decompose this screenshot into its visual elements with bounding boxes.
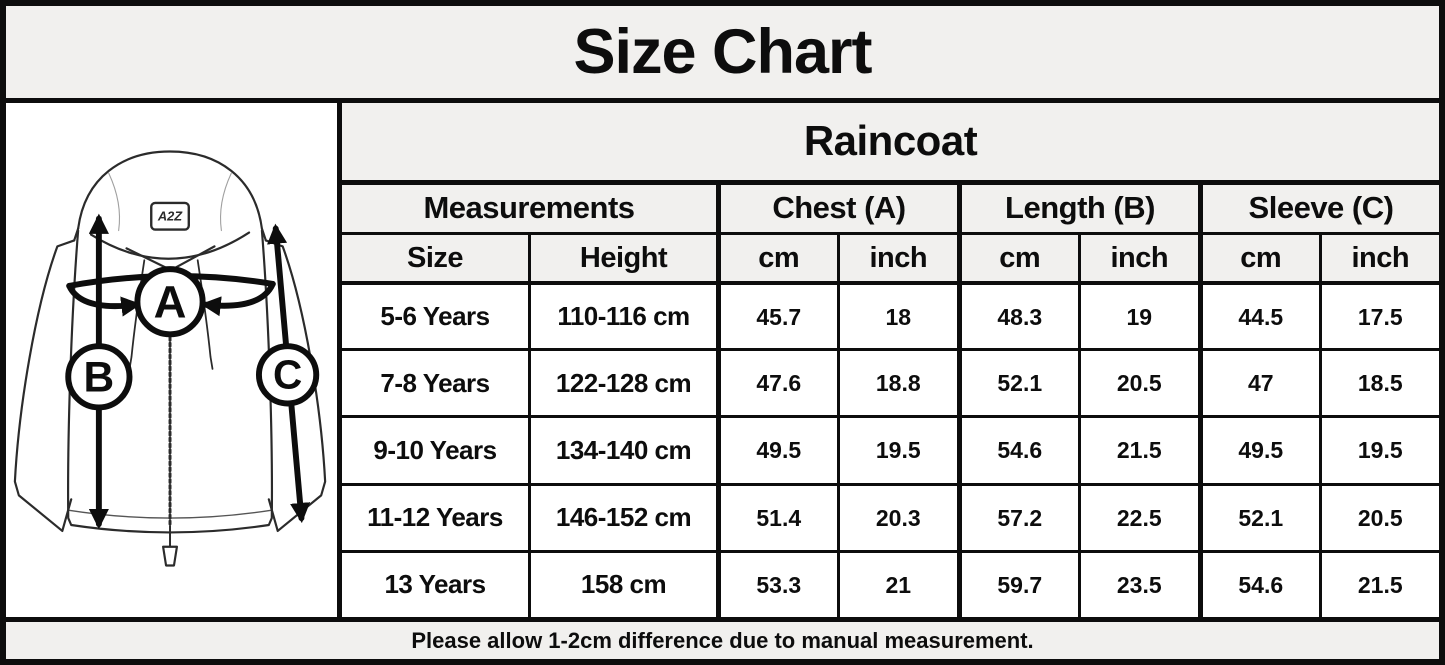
col-header-chest-inch: inch <box>836 232 957 281</box>
table-cell: 47.6 <box>716 348 837 416</box>
table-cell: 49.5 <box>716 415 837 483</box>
table-cell: 5-6 Years <box>342 281 528 349</box>
table-cell: 47 <box>1198 348 1319 416</box>
marker-b-circle <box>65 343 133 411</box>
chest-arrow-left <box>66 282 142 317</box>
footer-note: Please allow 1-2cm difference due to man… <box>411 627 1034 653</box>
table-cell: 19.5 <box>836 415 957 483</box>
table-cell: 44.5 <box>1198 281 1319 349</box>
raincoat-diagram-panel: A2Z A B C <box>6 103 342 617</box>
table-cell: 21.5 <box>1077 415 1198 483</box>
table-cell: 48.3 <box>957 281 1078 349</box>
table-cell: 54.6 <box>1198 549 1319 617</box>
table-cell: 110-116 cm <box>528 281 716 349</box>
product-header: Raincoat <box>342 103 1439 180</box>
col-group-chest: Chest (A) <box>716 180 957 232</box>
table-cell: 13 Years <box>342 549 528 617</box>
marker-c-label: C <box>273 352 302 398</box>
content-area: A2Z A B C <box>6 103 1439 617</box>
marker-b-label: B <box>84 355 115 402</box>
table-cell: 17.5 <box>1318 281 1439 349</box>
raincoat-diagram: A2Z A B C <box>13 150 327 567</box>
table-cell: 20.3 <box>836 482 957 550</box>
table-cell: 22.5 <box>1077 482 1198 550</box>
table-cell: 158 cm <box>528 549 716 617</box>
table-cell: 49.5 <box>1198 415 1319 483</box>
col-header-length-inch: inch <box>1077 232 1198 281</box>
brand-tag <box>150 201 190 231</box>
table-cell: 21 <box>836 549 957 617</box>
col-header-height: Height <box>528 232 716 281</box>
marker-a-circle <box>134 266 206 338</box>
table-cell: 19.5 <box>1318 415 1439 483</box>
title-bar: Size Chart <box>6 6 1439 103</box>
col-group-sleeve: Sleeve (C) <box>1198 180 1439 232</box>
col-header-chest-cm: cm <box>716 232 837 281</box>
size-chart-table: Raincoat Measurements Chest (A) Length (… <box>342 103 1439 617</box>
table-cell: 23.5 <box>1077 549 1198 617</box>
table-cell: 122-128 cm <box>528 348 716 416</box>
table-cell: 54.6 <box>957 415 1078 483</box>
table-cell: 51.4 <box>716 482 837 550</box>
col-header-sleeve-inch: inch <box>1318 232 1439 281</box>
col-header-length-cm: cm <box>957 232 1078 281</box>
col-group-measurements: Measurements <box>342 180 716 232</box>
table-cell: 45.7 <box>716 281 837 349</box>
measurement-markers: A B C <box>65 266 320 411</box>
brand-label: A2Z <box>157 209 183 224</box>
table-cell: 134-140 cm <box>528 415 716 483</box>
table-cell: 20.5 <box>1318 482 1439 550</box>
table-cell: 146-152 cm <box>528 482 716 550</box>
table-cell: 11-12 Years <box>342 482 528 550</box>
col-group-length: Length (B) <box>957 180 1198 232</box>
table-cell: 57.2 <box>957 482 1078 550</box>
table-cell: 21.5 <box>1318 549 1439 617</box>
page-title: Size Chart <box>573 17 872 87</box>
table-cell: 18 <box>836 281 957 349</box>
marker-a-label: A <box>154 277 187 328</box>
table-cell: 52.1 <box>957 348 1078 416</box>
table-cell: 9-10 Years <box>342 415 528 483</box>
col-header-size: Size <box>342 232 528 281</box>
col-header-sleeve-cm: cm <box>1198 232 1319 281</box>
table-cell: 20.5 <box>1077 348 1198 416</box>
table-cell: 18.5 <box>1318 348 1439 416</box>
table-cell: 18.8 <box>836 348 957 416</box>
chest-arrow-right <box>200 280 276 317</box>
table-cell: 7-8 Years <box>342 348 528 416</box>
table-cell: 53.3 <box>716 549 837 617</box>
table-cell: 52.1 <box>1198 482 1319 550</box>
table-cell: 19 <box>1077 281 1198 349</box>
footer-note-bar: Please allow 1-2cm difference due to man… <box>6 617 1439 659</box>
table-cell: 59.7 <box>957 549 1078 617</box>
marker-c-circle <box>255 343 320 407</box>
